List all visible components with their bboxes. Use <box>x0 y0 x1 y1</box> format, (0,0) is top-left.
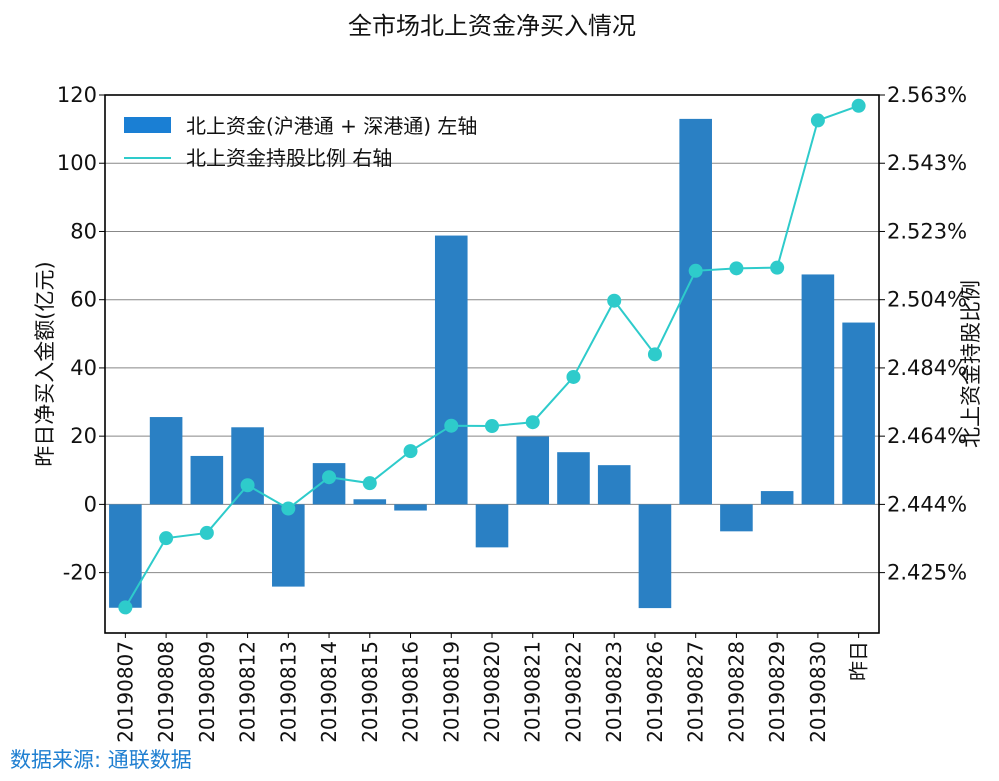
x-tick-label: 20190821 <box>521 641 545 743</box>
line-point <box>810 113 825 128</box>
x-tick-label: 20190809 <box>195 641 219 743</box>
line-point <box>770 260 785 275</box>
y2-tick-label: 2.543% <box>887 151 967 175</box>
bar <box>149 417 183 505</box>
x-tick-label: 20190820 <box>480 641 504 743</box>
y-tick-label: 60 <box>70 288 97 312</box>
bar <box>109 504 142 608</box>
bar <box>679 118 712 505</box>
line-point <box>729 261 744 276</box>
y-tick-label: -20 <box>63 561 97 585</box>
bar <box>394 504 427 511</box>
bar <box>597 465 631 505</box>
x-tick-label: 20190813 <box>276 641 300 743</box>
legend-swatch-bar <box>124 117 171 133</box>
y2-tick-label: 2.464% <box>887 424 967 448</box>
bar <box>516 436 550 505</box>
y2-tick-label: 2.425% <box>887 561 967 585</box>
x-tick-label: 20190823 <box>602 641 626 743</box>
bar-series <box>109 118 875 609</box>
bar <box>801 274 835 505</box>
x-tick-label: 20190830 <box>806 641 830 743</box>
x-tick-label: 20190815 <box>358 641 382 743</box>
line-point <box>281 501 296 516</box>
chart-title: 全市场北上资金净买入情况 <box>348 12 636 40</box>
x-tick-label: 20190826 <box>643 641 667 743</box>
bar <box>353 499 387 505</box>
x-tick-label: 20190822 <box>561 641 585 743</box>
x-tick-label: 20190807 <box>113 641 137 743</box>
y2-tick-label: 2.523% <box>887 219 967 243</box>
bar <box>760 491 794 505</box>
x-tick-label: 20190814 <box>317 641 341 743</box>
line-point <box>566 369 581 384</box>
y-tick-label: 0 <box>84 492 97 516</box>
x-tick-label: 20190828 <box>724 641 748 743</box>
y-tick-label: 80 <box>70 219 97 243</box>
y-tick-label: 120 <box>57 83 97 107</box>
y2-tick-label: 2.484% <box>887 356 967 380</box>
bar <box>434 235 468 505</box>
y2-axis-label: 北上资金持股比例 <box>959 280 983 448</box>
bar <box>720 504 753 532</box>
line-series <box>118 98 866 615</box>
line-point <box>322 470 337 485</box>
bar <box>842 322 875 505</box>
right-axis-ticks: 2.425% 2.444% 2.464% 2.484% 2.504% 2.523% 2.54… <box>879 83 967 585</box>
line-point <box>403 444 418 459</box>
y-axis-label: 昨日净买入金额(亿元) <box>33 261 57 466</box>
legend: 北上资金(沪港通 + 深港通) 左轴 北上资金持股比例 右轴 <box>124 114 477 170</box>
y2-tick-label: 2.504% <box>887 288 967 312</box>
x-tick-label: 20190829 <box>765 641 789 743</box>
bar <box>475 504 509 548</box>
x-tick-label: 20190808 <box>154 641 178 743</box>
y2-tick-label: 2.444% <box>887 492 967 516</box>
line-point <box>362 476 377 491</box>
bar <box>190 455 224 505</box>
line-point <box>444 418 459 433</box>
line-point <box>118 600 133 615</box>
x-tick-label: 20190816 <box>399 641 423 743</box>
line-point <box>199 525 214 540</box>
line-point <box>647 347 662 362</box>
y-tick-label: 40 <box>70 356 97 380</box>
line-point <box>851 98 866 113</box>
bar <box>638 504 672 609</box>
left-axis-ticks: -20 0 20 40 60 80 100 120 <box>57 83 105 585</box>
y2-tick-label: 2.563% <box>887 83 967 107</box>
line-point <box>688 263 703 278</box>
x-tick-label: 昨日 <box>847 641 871 681</box>
line-point <box>485 419 499 434</box>
line-point <box>240 478 255 493</box>
x-tick-label: 20190827 <box>684 641 708 743</box>
plot-frame <box>104 94 880 634</box>
x-axis-ticks: 20190807 20190808 20190809 20190812 20190813… <box>113 633 871 743</box>
x-tick-label: 20190812 <box>236 641 260 743</box>
line-point <box>607 293 622 308</box>
y-tick-label: 100 <box>57 151 97 175</box>
bar <box>557 452 590 505</box>
x-tick-label: 20190819 <box>439 641 463 743</box>
line-point <box>525 415 540 430</box>
legend-label-bar: 北上资金(沪港通 + 深港通) 左轴 <box>186 114 477 138</box>
bar <box>272 504 305 587</box>
data-source-note: 数据来源: 通联数据 <box>10 748 192 772</box>
y-tick-label: 20 <box>70 424 97 448</box>
legend-label-line: 北上资金持股比例 右轴 <box>186 146 392 170</box>
line-point <box>159 531 174 546</box>
